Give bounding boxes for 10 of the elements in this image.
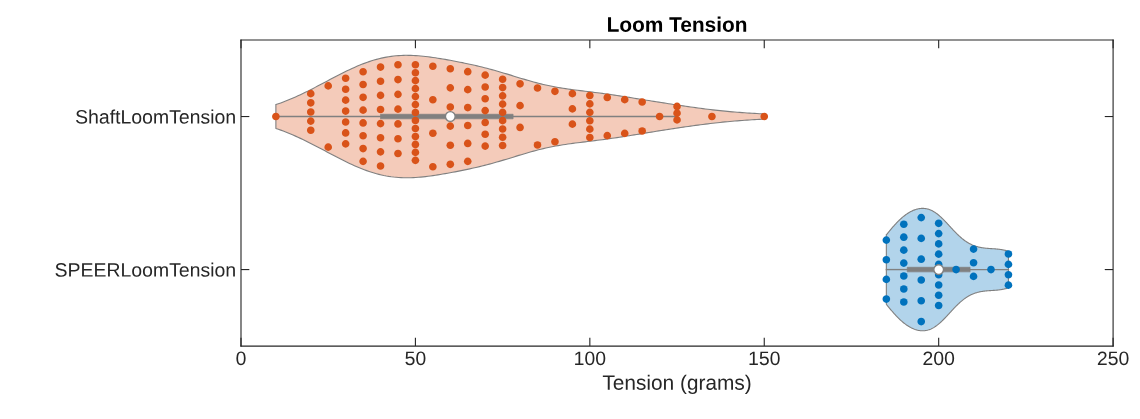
x-tick-label: 100 [575, 351, 606, 366]
x-tick-label: 250 [1097, 351, 1129, 366]
x-tick-label: 0 [236, 351, 246, 366]
y-tick-label: SPEERLoomTension [55, 262, 235, 277]
y-tick-label: ShaftLoomTension [75, 109, 235, 124]
x-tick-label: 200 [923, 351, 955, 366]
x-axis-title: Tension (grams) [602, 374, 751, 395]
chart-title: Loom Tension [608, 16, 747, 32]
x-tick-label: 150 [749, 351, 780, 366]
x-tick-label: 50 [405, 351, 426, 366]
